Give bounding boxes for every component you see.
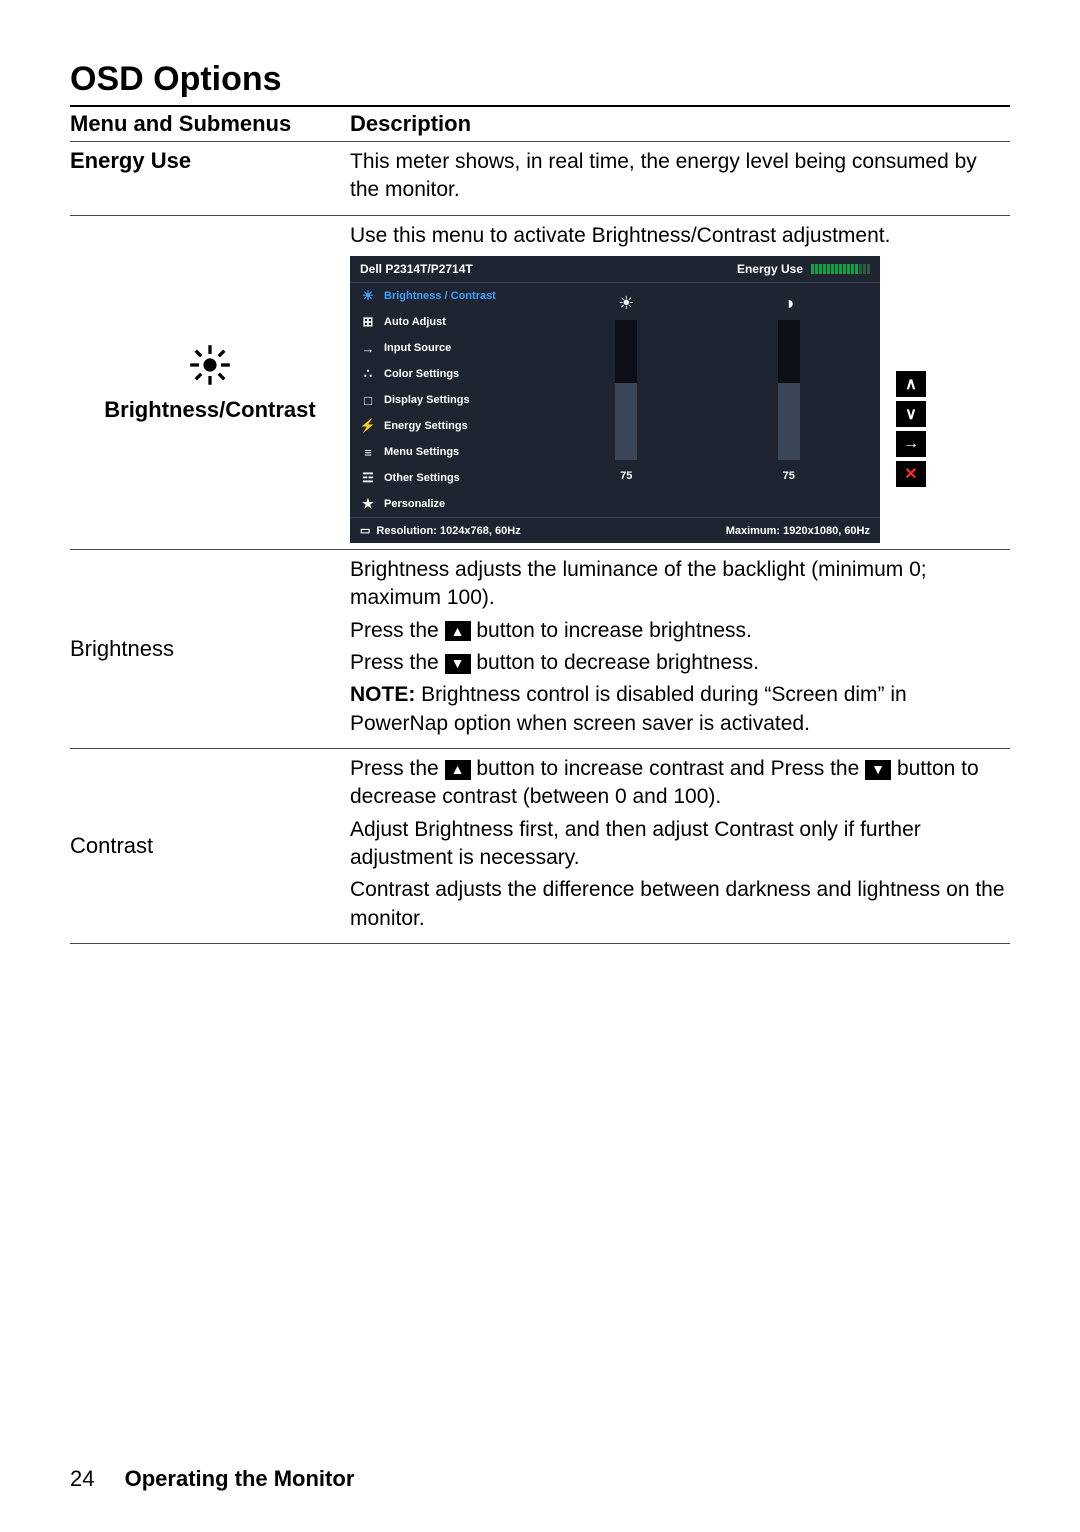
osd-screenshot: Dell P2314T/P2714T Energy Use ☀ Brightnes… — [350, 256, 880, 543]
color-icon: ∴ — [360, 366, 376, 382]
resolution-icon: ▭ — [360, 525, 370, 537]
osd-menu-label: Display Settings — [384, 394, 470, 406]
input-icon: → — [360, 340, 376, 356]
osd-close-button[interactable]: ✕ — [896, 461, 926, 487]
osd-menu-menu[interactable]: ≡ Menu Settings — [350, 439, 535, 465]
row-energy-use: Energy Use This meter shows, in real tim… — [70, 142, 1010, 215]
up-arrow-icon: ▲ — [445, 760, 471, 780]
osd-resolution: Resolution: 1024x768, 60Hz — [376, 525, 520, 537]
bc-intro: Use this menu to activate Brightness/Con… — [350, 222, 1010, 250]
contrast-icon: ◑ — [783, 293, 794, 314]
osd-energy-label: Energy Use — [737, 262, 803, 276]
contrast-slider[interactable]: ◑ 75 — [778, 293, 800, 482]
row-brightness-contrast: Brightness/Contrast Use this menu to act… — [70, 216, 1010, 549]
down-arrow-icon: ▼ — [445, 654, 471, 674]
osd-down-button[interactable]: ∨ — [896, 401, 926, 427]
menu-icon: ≡ — [360, 444, 376, 460]
contrast-desc-3: Contrast adjusts the difference between … — [350, 876, 1010, 933]
osd-menu-label: Auto Adjust — [384, 316, 446, 328]
star-icon: ★ — [360, 496, 376, 512]
osd-max-resolution: Maximum: 1920x1080, 60Hz — [726, 525, 870, 537]
osd-menu-brightness-contrast[interactable]: ☀ Brightness / Contrast — [350, 283, 535, 309]
energy-meter — [811, 264, 870, 274]
osd-menu-color[interactable]: ∴ Color Settings — [350, 361, 535, 387]
label-brightness: Brightness — [70, 636, 350, 662]
contrast-desc-2: Adjust Brightness first, and then adjust… — [350, 816, 1010, 873]
header-desc: Description — [350, 111, 1010, 137]
sun-icon: ☀ — [360, 288, 376, 304]
osd-menu: ☀ Brightness / Contrast ⊞ Auto Adjust → Inp… — [350, 283, 535, 517]
sun-outline-icon: ☀ — [618, 293, 634, 314]
contrast-value: 75 — [783, 470, 795, 482]
osd-menu-input-source[interactable]: → Input Source — [350, 335, 535, 361]
other-icon: ☲ — [360, 470, 376, 486]
up-arrow-icon: ▲ — [445, 621, 471, 641]
brightness-value: 75 — [620, 470, 632, 482]
osd-enter-button[interactable]: → — [896, 431, 926, 457]
desc-energy-use: This meter shows, in real time, the ener… — [350, 148, 1010, 209]
contrast-desc-1: Press the ▲ button to increase contrast … — [350, 755, 1010, 812]
table-header-row: Menu and Submenus Description — [70, 107, 1010, 141]
auto-icon: ⊞ — [360, 314, 376, 330]
osd-menu-label: Personalize — [384, 498, 445, 510]
osd-menu-display[interactable]: □ Display Settings — [350, 387, 535, 413]
brightness-note: NOTE: Brightness control is disabled dur… — [350, 681, 1010, 738]
osd-menu-other[interactable]: ☲ Other Settings — [350, 465, 535, 491]
row-brightness: Brightness Brightness adjusts the lumina… — [70, 550, 1010, 748]
header-menu: Menu and Submenus — [70, 111, 350, 137]
osd-menu-label: Color Settings — [384, 368, 459, 380]
osd-menu-personalize[interactable]: ★ Personalize — [350, 491, 535, 517]
osd-menu-label: Brightness / Contrast — [384, 290, 496, 302]
osd-menu-auto-adjust[interactable]: ⊞ Auto Adjust — [350, 309, 535, 335]
label-contrast: Contrast — [70, 833, 350, 859]
osd-menu-label: Energy Settings — [384, 420, 468, 432]
osd-menu-label: Menu Settings — [384, 446, 459, 458]
brightness-icon — [186, 341, 234, 389]
label-energy-use: Energy Use — [70, 148, 350, 174]
down-arrow-icon: ▼ — [865, 760, 891, 780]
osd-menu-label: Input Source — [384, 342, 451, 354]
label-brightness-contrast: Brightness/Contrast — [104, 397, 315, 423]
energy-icon: ⚡ — [360, 418, 376, 434]
brightness-desc-2: Press the ▲ button to increase brightnes… — [350, 617, 1010, 645]
row-contrast: Contrast Press the ▲ button to increase … — [70, 749, 1010, 943]
page-footer-title: Operating the Monitor — [125, 1466, 355, 1491]
osd-menu-label: Other Settings — [384, 472, 460, 484]
brightness-desc-1: Brightness adjusts the luminance of the … — [350, 556, 1010, 613]
page-number: 24 — [70, 1466, 94, 1491]
display-icon: □ — [360, 392, 376, 408]
osd-menu-energy[interactable]: ⚡ Energy Settings — [350, 413, 535, 439]
divider — [70, 943, 1010, 944]
osd-model: Dell P2314T/P2714T — [360, 262, 473, 276]
osd-side-buttons: ∧ ∨ → ✕ — [896, 371, 926, 487]
brightness-desc-3: Press the ▼ button to decrease brightnes… — [350, 649, 1010, 677]
page-footer: 24 Operating the Monitor — [70, 1466, 354, 1492]
desc-energy-text: This meter shows, in real time, the ener… — [350, 148, 1010, 205]
osd-up-button[interactable]: ∧ — [896, 371, 926, 397]
brightness-slider[interactable]: ☀ 75 — [615, 293, 637, 482]
page-title: OSD Options — [70, 60, 1010, 99]
